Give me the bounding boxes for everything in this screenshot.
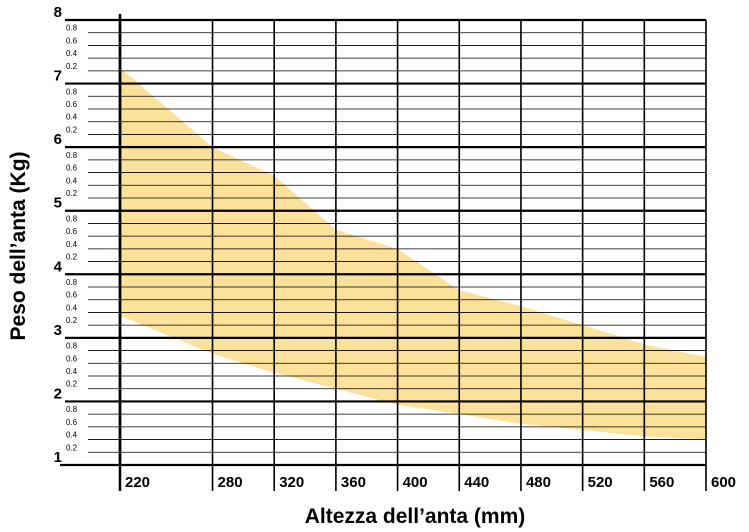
y-minor-tick-label: 0.6 bbox=[66, 100, 78, 109]
x-tick-label: 320 bbox=[279, 474, 304, 491]
y-minor-tick-label: 0.8 bbox=[66, 405, 78, 414]
y-major-tick-label: 8 bbox=[54, 4, 62, 21]
x-tick-label: 360 bbox=[341, 474, 366, 491]
y-minor-tick-label: 0.6 bbox=[66, 164, 78, 173]
x-tick-label: 480 bbox=[526, 474, 551, 491]
x-tick-label: 280 bbox=[218, 474, 243, 491]
y-minor-tick-label: 0.8 bbox=[66, 24, 78, 33]
y-minor-tick-label: 0.4 bbox=[66, 240, 78, 249]
x-tick-label: 220 bbox=[125, 474, 150, 491]
grid-layer bbox=[60, 14, 707, 491]
y-minor-tick-label: 0.2 bbox=[66, 443, 78, 452]
y-minor-tick-label: 0.2 bbox=[66, 316, 78, 325]
y-minor-tick-label: 0.2 bbox=[66, 125, 78, 134]
y-major-tick-label: 1 bbox=[54, 449, 62, 466]
y-minor-tick-label: 0.4 bbox=[66, 113, 78, 122]
x-tick-label: 560 bbox=[649, 474, 674, 491]
y-minor-tick-label: 0.4 bbox=[66, 431, 78, 440]
y-minor-tick-label: 0.8 bbox=[66, 151, 78, 160]
x-tick-label: 520 bbox=[588, 474, 613, 491]
y-minor-tick-label: 0.2 bbox=[66, 189, 78, 198]
x-tick-label: 600 bbox=[711, 474, 736, 491]
y-major-tick-label: 6 bbox=[54, 131, 62, 148]
y-minor-tick-label: 0.2 bbox=[66, 253, 78, 262]
y-minor-tick-label: 0.4 bbox=[66, 367, 78, 376]
y-minor-tick-label: 0.8 bbox=[66, 342, 78, 351]
y-minor-tick-label: 0.4 bbox=[66, 49, 78, 58]
x-tick-label: 440 bbox=[464, 474, 489, 491]
x-tick-label: 400 bbox=[403, 474, 428, 491]
y-minor-tick-label: 0.2 bbox=[66, 380, 78, 389]
y-minor-tick-label: 0.6 bbox=[66, 418, 78, 427]
y-minor-tick-label: 0.2 bbox=[66, 62, 78, 71]
band-layer bbox=[120, 67, 706, 440]
y-minor-tick-label: 0.6 bbox=[66, 227, 78, 236]
tick-layer: 1 2 3 4 5 6 7 8 0.2 0.4 0.6 0.8 0.2 0.4 0.6 0.8 0.2 0.4 0.… bbox=[54, 4, 736, 491]
y-major-tick-label: 2 bbox=[54, 385, 62, 402]
y-major-tick-label: 4 bbox=[54, 258, 63, 275]
y-minor-tick-label: 0.8 bbox=[66, 214, 78, 223]
y-minor-tick-label: 0.6 bbox=[66, 36, 78, 45]
y-minor-tick-label: 0.6 bbox=[66, 291, 78, 300]
y-minor-tick-label: 0.4 bbox=[66, 303, 78, 312]
x-axis-title: Altezza dell’anta (mm) bbox=[305, 505, 526, 528]
y-axis-title: Peso dell’anta (Kg) bbox=[7, 151, 30, 340]
y-minor-tick-label: 0.8 bbox=[66, 87, 78, 96]
y-major-tick-label: 7 bbox=[54, 68, 62, 85]
y-major-tick-label: 3 bbox=[54, 322, 62, 339]
weight-range-band bbox=[120, 67, 706, 440]
y-minor-tick-label: 0.4 bbox=[66, 176, 78, 185]
y-minor-tick-label: 0.6 bbox=[66, 354, 78, 363]
y-major-tick-label: 5 bbox=[54, 195, 62, 212]
y-minor-tick-label: 0.8 bbox=[66, 278, 78, 287]
